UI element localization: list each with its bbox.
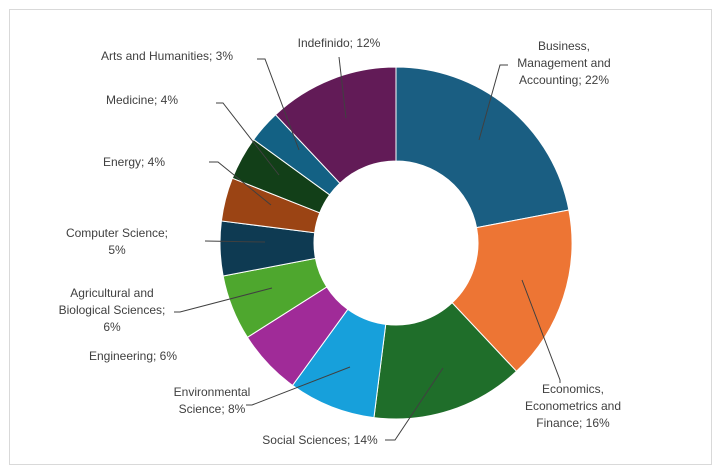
data-label: Economics, Econometrics and Finance; 16% bbox=[525, 382, 621, 430]
leader-line bbox=[246, 366, 351, 406]
data-label: Environmental Science; 8% bbox=[174, 385, 251, 416]
data-label-line: Energy; 4% bbox=[103, 155, 165, 169]
leader-line bbox=[216, 102, 280, 176]
data-label-line: Environmental bbox=[174, 385, 251, 399]
data-label: Social Sciences; 14% bbox=[262, 433, 378, 447]
data-label-line: Engineering; 6% bbox=[89, 349, 177, 363]
data-label: Business, Management and Accounting; 22% bbox=[517, 39, 610, 87]
data-label: Medicine; 4% bbox=[106, 93, 178, 107]
data-label-line: Econometrics and bbox=[525, 399, 621, 413]
leader-line bbox=[204, 240, 266, 243]
data-label-line: Biological Sciences; bbox=[59, 303, 166, 317]
data-label: Computer Science; 5% bbox=[66, 226, 168, 257]
data-label-line: Science; 8% bbox=[179, 402, 246, 416]
data-label-line: Accounting; 22% bbox=[519, 73, 609, 87]
data-label-line: 6% bbox=[103, 320, 121, 334]
leader-line bbox=[478, 64, 508, 141]
data-label: Engineering; 6% bbox=[89, 349, 177, 363]
data-label: Agricultural and Biological Sciences; 6% bbox=[59, 286, 166, 334]
data-label-line: Economics, bbox=[542, 382, 604, 396]
data-label: Indefinido; 12% bbox=[298, 36, 381, 50]
data-label-line: 5% bbox=[108, 243, 126, 257]
data-label-line: Management and bbox=[517, 56, 610, 70]
data-label-line: Arts and Humanities; 3% bbox=[101, 49, 233, 63]
data-label-line: Computer Science; bbox=[66, 226, 168, 240]
leader-line bbox=[385, 367, 444, 441]
data-label: Arts and Humanities; 3% bbox=[101, 49, 233, 63]
leader-line bbox=[338, 56, 347, 119]
donut-slice bbox=[395, 66, 570, 229]
leader-line bbox=[257, 58, 300, 151]
leader-line bbox=[521, 279, 561, 383]
leader-line bbox=[174, 287, 273, 313]
data-label-line: Social Sciences; 14% bbox=[262, 433, 378, 447]
data-label: Energy; 4% bbox=[103, 155, 165, 169]
data-label-line: Agricultural and bbox=[70, 286, 153, 300]
donut-slice bbox=[373, 302, 518, 420]
donut-slice bbox=[451, 209, 573, 373]
data-label-line: Finance; 16% bbox=[536, 416, 610, 430]
data-label-line: Medicine; 4% bbox=[106, 93, 178, 107]
donut-slice bbox=[274, 66, 397, 184]
data-label-line: Indefinido; 12% bbox=[298, 36, 381, 50]
leader-line bbox=[209, 161, 272, 206]
data-label-line: Business, bbox=[538, 39, 590, 53]
